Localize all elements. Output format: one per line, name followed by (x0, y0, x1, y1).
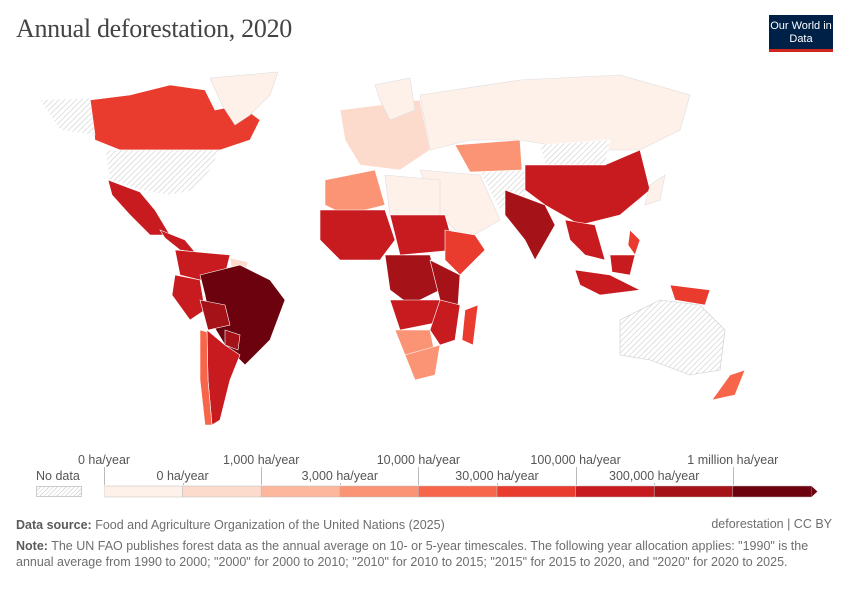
country-chile[interactable] (199, 329, 213, 426)
country-paraguay[interactable] (224, 329, 241, 351)
country-new-zealand[interactable] (711, 369, 746, 401)
country-philippines[interactable] (627, 229, 641, 256)
legend-label: 300,000 ha/year (609, 469, 700, 483)
legend-bin-1[interactable] (182, 485, 262, 498)
country-mexico[interactable] (107, 179, 171, 236)
legend-tick (182, 483, 184, 485)
country-indonesia[interactable] (574, 269, 642, 296)
country-alaska[interactable] (39, 97, 96, 136)
country-borneo[interactable] (609, 254, 636, 276)
data-source: Data source: Food and Agriculture Organi… (16, 517, 445, 533)
country-south-africa[interactable] (404, 344, 441, 381)
legend-label: 10,000 ha/year (376, 453, 461, 467)
legend-bin-3[interactable] (339, 485, 419, 498)
country-russia[interactable] (419, 74, 691, 151)
legend-label: 1 million ha/year (687, 453, 779, 467)
country-north-africa[interactable] (324, 169, 386, 216)
country-europe[interactable] (339, 99, 431, 171)
country-india[interactable] (504, 189, 556, 261)
legend-bin-7[interactable] (653, 485, 734, 498)
country-japan[interactable] (644, 174, 666, 206)
country-mozambique[interactable] (429, 299, 461, 346)
country-southeast-asia[interactable] (564, 219, 606, 261)
owid-logo[interactable]: Our World in Data (769, 15, 833, 52)
country-kazakhstan[interactable] (454, 139, 523, 173)
legend-label: 100,000 ha/year (530, 453, 621, 467)
legend-tick (575, 467, 577, 485)
country-central-america[interactable] (159, 229, 196, 253)
legend-color-bar (104, 485, 818, 498)
country-china[interactable] (524, 149, 651, 226)
legend-tick (497, 483, 498, 485)
note-label: Note: (16, 539, 48, 553)
legend-tick (261, 467, 263, 485)
country-scandinavia[interactable] (374, 77, 416, 121)
country-dr-congo[interactable] (384, 254, 441, 306)
legend-bin-0[interactable] (104, 485, 183, 498)
country-australia[interactable] (619, 299, 726, 376)
country-united-states[interactable] (104, 149, 221, 196)
legend-label: 1,000 ha/year (222, 453, 300, 467)
license-text[interactable]: deforestation | CC BY (711, 517, 832, 531)
legend-tick (732, 467, 734, 485)
country-madagascar[interactable] (461, 304, 479, 346)
legend-label: 0 ha/year (156, 469, 209, 483)
country-horn-of-africa[interactable] (444, 229, 486, 276)
world-map (39, 71, 746, 426)
legend-no-data-label: No data (36, 469, 80, 483)
legend-bin-6[interactable] (575, 485, 655, 498)
note-text: The UN FAO publishes forest data as the … (16, 539, 809, 569)
source-label: Data source: (16, 518, 92, 532)
legend-arrow-icon (811, 486, 818, 497)
legend-tick (654, 483, 656, 485)
country-papua-new-guinea[interactable] (669, 284, 711, 306)
page-title: Annual deforestation, 2020 (16, 14, 292, 43)
legend-label: 30,000 ha/year (455, 469, 539, 483)
country-greenland[interactable] (209, 71, 279, 126)
legend-bin-8[interactable] (732, 485, 812, 498)
legend-no-data-swatch (36, 486, 82, 497)
legend-label: 3,000 ha/year (301, 469, 379, 483)
source-text: Food and Agriculture Organization of the… (95, 518, 445, 532)
legend-bin-2[interactable] (260, 485, 341, 498)
legend-bin-5[interactable] (496, 485, 576, 498)
country-peru[interactable] (171, 274, 206, 321)
legend-tick (339, 483, 341, 485)
country-bolivia[interactable] (199, 299, 231, 331)
note: Note: The UN FAO publishes forest data a… (16, 538, 831, 570)
country-libya[interactable] (384, 174, 441, 216)
legend-tick (418, 467, 420, 485)
country-west-africa[interactable] (319, 209, 396, 261)
legend-label: 0 ha/year (77, 453, 131, 467)
legend-bin-4[interactable] (418, 485, 498, 498)
legend-tick (104, 467, 105, 485)
